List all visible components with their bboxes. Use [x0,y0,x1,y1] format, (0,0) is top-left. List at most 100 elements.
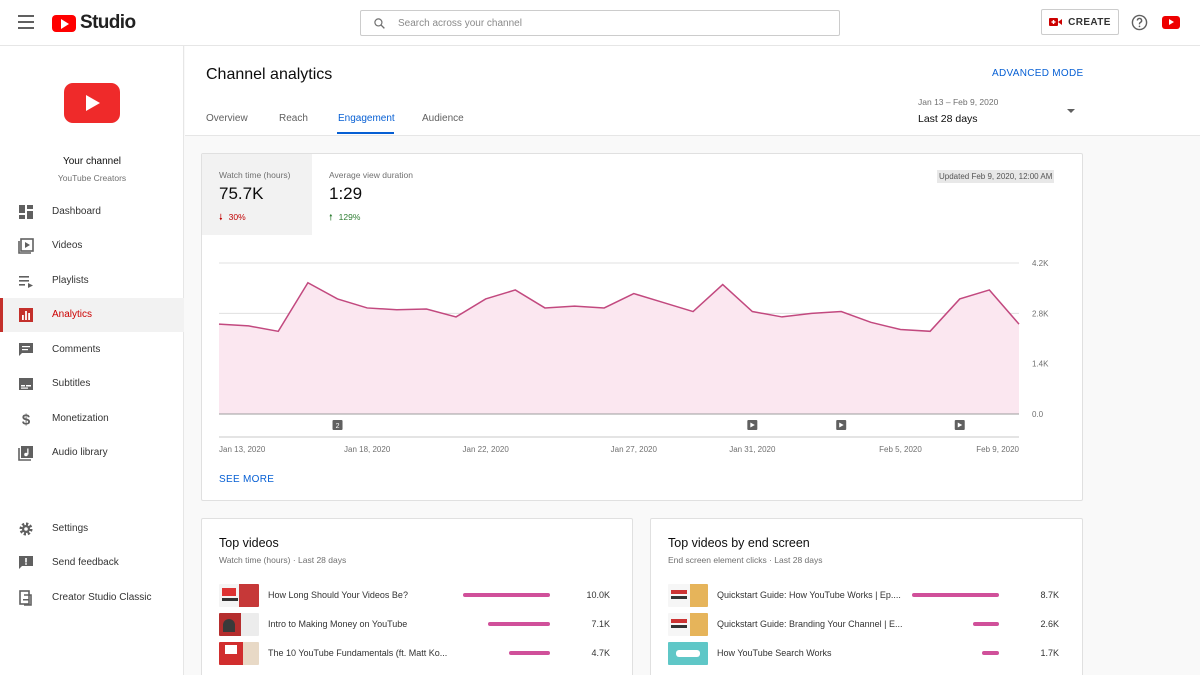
subtitles-icon [19,378,33,390]
tab-engagement[interactable]: Engagement [338,113,395,124]
x-tick-label: Jan 31, 2020 [729,445,776,454]
sidebar-item-settings[interactable]: Settings [0,512,184,546]
video-title[interactable]: How YouTube Search Works [717,648,832,658]
metric-change: 🠗 30% [219,212,246,226]
engagement-chart-card: Watch time (hours) 75.7K 🠗 30% Average vi… [201,153,1083,501]
date-period-label[interactable]: Last 28 days [918,113,978,125]
sidebar-item-label: Videos [52,240,83,251]
advanced-mode-link[interactable]: ADVANCED MODE [992,68,1084,79]
sidebar-item-audio-library[interactable]: Audio library [0,436,184,470]
sidebar-item-creator-studio-classic[interactable]: Creator Studio Classic [0,581,184,615]
video-title[interactable]: Quickstart Guide: How YouTube Works | Ep… [717,590,901,600]
sidebar-item-send-feedback[interactable]: Send feedback [0,546,184,580]
video-thumbnail[interactable] [219,584,259,607]
search-bar[interactable] [360,10,840,36]
data-point [483,296,489,302]
feedback-icon [19,556,33,569]
end-screen-subtitle: End screen element clicks · Last 28 days [668,555,823,565]
data-point [957,296,963,302]
channel-subtitle: YouTube Creators [57,173,127,183]
video-thumbnail[interactable] [219,642,259,665]
data-point [986,287,992,293]
video-thumbnail[interactable] [668,584,708,607]
series-line [218,281,1020,333]
video-thumbnail[interactable] [219,613,259,636]
data-point [246,323,252,329]
chevron-down-icon[interactable] [1067,109,1075,113]
video-value: 7.1K [591,619,610,629]
tab-reach[interactable]: Reach [279,113,308,124]
watch-time-chart[interactable]: 4.2K 2.8K 1.4K 0.0 2 Jan 13, 2020 Jan 18, 2020… [202,154,1082,464]
x-tick-label: Jan 18, 2020 [344,445,391,454]
top-videos-title: Top videos [219,536,279,550]
sidebar-item-analytics[interactable]: Analytics [0,298,184,332]
end-screen-clicks-bar [912,593,999,597]
sidebar-item-label: Audio library [52,447,108,458]
arrow-down-icon: 🠗 [219,212,223,222]
monetization-icon: $ [22,412,31,428]
sidebar-item-monetization[interactable]: $ Monetization [0,402,184,436]
comments-icon [19,343,33,356]
video-thumbnail[interactable] [668,642,708,665]
list-item[interactable]: How Long Should Your Videos Be? 10.0K [219,584,614,608]
sidebar-item-subtitles[interactable]: Subtitles [0,367,184,401]
list-item[interactable]: The 10 YouTube Fundamentals (ft. Matt Ko… [219,642,614,666]
end-screen-clicks-bar [973,622,999,626]
video-value: 2.6K [1040,619,1059,629]
metric-average-view-duration[interactable]: Average view duration 1:29 🠕 129% [312,154,462,235]
date-range[interactable]: Jan 13 – Feb 9, 2020 [918,97,999,107]
video-title[interactable]: Quickstart Guide: Branding Your Channel … [717,619,903,629]
data-point [453,314,459,320]
list-item[interactable]: Intro to Making Money on YouTube 7.1K [219,613,614,637]
create-button[interactable]: CREATE [1041,9,1119,35]
sidebar-item-label: Settings [52,523,89,534]
sidebar-item-playlists[interactable]: Playlists [0,264,184,298]
main-content: Channel analytics ADVANCED MODE Overview… [185,46,1200,675]
sidebar-item-label: Playlists [52,275,89,286]
x-tick-label: Jan 27, 2020 [611,445,658,454]
video-thumbnail[interactable] [668,613,708,636]
y-tick-label: 1.4K [1032,360,1049,369]
menu-icon[interactable] [18,15,34,29]
videos-icon [18,238,34,254]
sidebar: Your channel YouTube Creators Dashboard … [0,46,184,675]
video-title[interactable]: Intro to Making Money on YouTube [268,619,408,629]
sidebar-item-comments[interactable]: Comments [0,333,184,367]
video-camera-icon [1049,18,1063,26]
list-item[interactable]: Quickstart Guide: Branding Your Channel … [668,613,1063,637]
video-value: 8.7K [1040,590,1059,600]
metric-watch-time[interactable]: Watch time (hours) 75.7K 🠗 30% [202,154,312,235]
area-fill [219,282,1019,414]
sidebar-item-dashboard[interactable]: Dashboard [0,195,184,229]
watch-time-bar [463,593,550,597]
see-more-link[interactable]: SEE MORE [219,474,275,485]
watch-time-bar [488,622,550,626]
sidebar-item-label: Comments [52,344,101,355]
data-point [779,314,785,320]
tab-audience[interactable]: Audience [422,113,464,124]
data-point [809,310,815,316]
search-input[interactable] [398,17,798,29]
help-icon[interactable] [1131,14,1148,31]
audio-library-icon [18,446,33,461]
x-tick-label: Feb 5, 2020 [879,445,922,454]
end-screen-title: Top videos by end screen [668,536,810,550]
x-tick-label: Jan 13, 2020 [219,445,266,454]
list-item[interactable]: How YouTube Search Works 1.7K [668,642,1063,666]
data-point [216,321,222,327]
studio-logo[interactable]: Studio [52,12,136,34]
tab-overview[interactable]: Overview [206,113,248,124]
top-videos-card: Top videos Watch time (hours) · Last 28 … [201,518,633,675]
video-title[interactable]: The 10 YouTube Fundamentals (ft. Matt Ko… [268,648,448,658]
avatar[interactable] [64,83,120,123]
data-point [838,309,844,315]
top-bar: Studio CREATE [0,0,1200,46]
sidebar-item-videos[interactable]: Videos [0,229,184,263]
account-icon[interactable] [1162,16,1180,29]
video-title[interactable]: How Long Should Your Videos Be? [268,590,408,600]
data-point [631,291,637,297]
video-value: 1.7K [1040,648,1059,658]
data-point [601,305,607,311]
list-item[interactable]: Quickstart Guide: How YouTube Works | Ep… [668,584,1063,608]
top-end-screen-card: Top videos by end screen End screen elem… [650,518,1083,675]
